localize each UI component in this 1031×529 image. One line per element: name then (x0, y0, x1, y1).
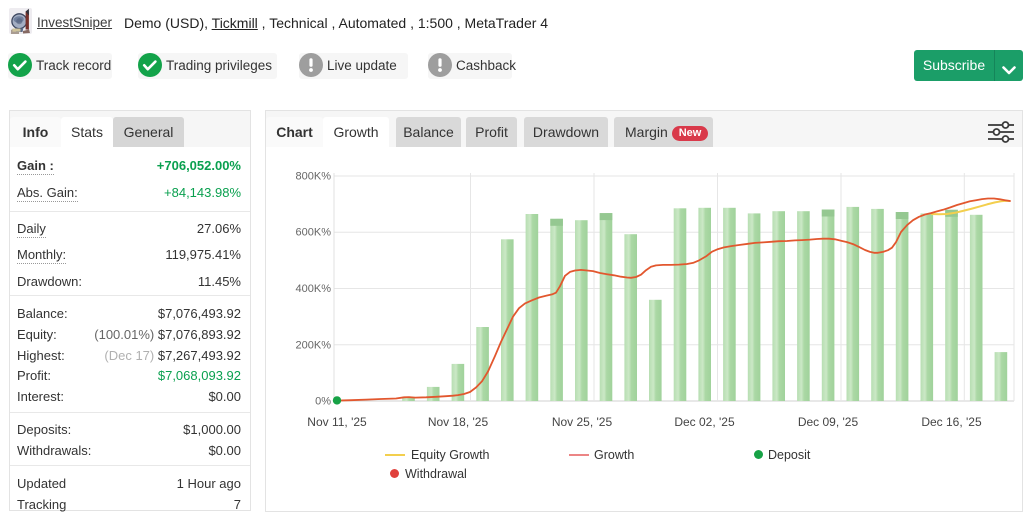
svg-text:Dec 09, '25: Dec 09, '25 (798, 415, 859, 429)
svg-text:Dec 02, '25: Dec 02, '25 (674, 415, 735, 429)
svg-text:400K%: 400K% (296, 283, 332, 295)
svg-text:200K%: 200K% (296, 339, 332, 351)
svg-text:Nov 25, '25: Nov 25, '25 (552, 415, 613, 429)
svg-text:Dec 16, '25: Dec 16, '25 (921, 415, 982, 429)
svg-text:Nov 11, '25: Nov 11, '25 (307, 415, 367, 429)
svg-text:800K%: 800K% (296, 171, 332, 183)
svg-text:0%: 0% (315, 396, 331, 408)
svg-text:Nov 18, '25: Nov 18, '25 (428, 415, 489, 429)
svg-text:600K%: 600K% (296, 227, 332, 239)
